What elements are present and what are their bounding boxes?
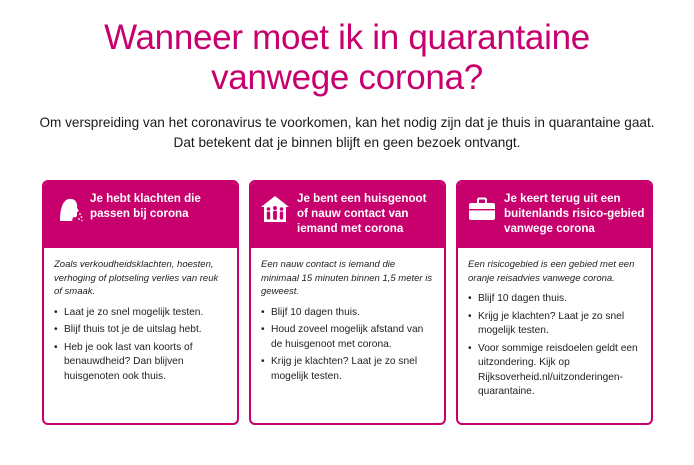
list-item-text: Krijg je klachten? Laat je zo snel mogel… <box>478 310 625 337</box>
list-item-text: Blijf 10 dagen thuis. <box>271 306 360 318</box>
intro-line-2: Dat betekent dat je binnen blijft en gee… <box>173 135 521 150</box>
card-title: Je hebt klachten die passen bij corona <box>90 192 201 220</box>
card-description: Zoals verkoudheidsklachten, hoesten, ver… <box>54 259 219 297</box>
list-item-text: Krijg je klachten? Laat je zo snel mogel… <box>271 356 418 382</box>
card-list: • Blijf 10 dagen thuis. • Houd zoveel moge… <box>261 306 434 385</box>
list-item-text: Houd zoveel mogelijk afstand van de huis… <box>271 324 424 350</box>
card-title: Je bent een huisgenoot of nauw contact v… <box>297 192 427 235</box>
list-item-text: Laat je zo snel mogelijk testen. <box>64 306 204 318</box>
list-item: • Blijf 10 dagen thuis. <box>261 306 434 321</box>
list-item-text: Blijf thuis tot je de uitslag hebt. <box>64 324 202 335</box>
card-body: Een nauw contact is iemand die minimaal … <box>251 248 444 384</box>
card-header: Je bent een huisgenoot of nauw contact v… <box>251 182 444 248</box>
list-item-text: Heb je ook last van koorts of benauwdhei… <box>64 341 193 382</box>
bullet: • <box>261 306 265 318</box>
card-close-contact: Je bent een huisgenoot of nauw contact v… <box>249 180 446 425</box>
card-list: • Blijf 10 dagen thuis. • Krijg je klachte… <box>468 292 641 400</box>
card-symptoms: Je hebt klachten die passen bij corona Z… <box>42 180 239 425</box>
bullet: • <box>468 293 472 304</box>
intro-line-1: Om verspreiding van het coronavirus te v… <box>39 115 655 130</box>
coughing-person-icon <box>60 198 83 222</box>
list-item: • Laat je zo snel mogelijk testen. <box>54 306 227 321</box>
bullet: • <box>261 324 265 335</box>
bullet: • <box>261 356 265 367</box>
bullet: • <box>468 310 472 322</box>
bullet: • <box>54 306 58 318</box>
card-description: Een risicogebied is een gebied met een o… <box>468 259 635 284</box>
bullet: • <box>54 324 58 335</box>
list-item: • Krijg je klachten? Laat je zo snel moge… <box>468 310 641 339</box>
page-title-line-2: vanwege corona? <box>211 58 483 97</box>
card-description: Een nauw contact is iemand die minimaal … <box>261 259 433 297</box>
household-icon <box>261 196 289 222</box>
card-list: • Laat je zo snel mogelijk testen. • Blijf… <box>54 306 227 385</box>
list-item-text: Blijf 10 dagen thuis. <box>478 293 567 304</box>
list-item: • Voor sommige reisdoelen geldt een uitzo… <box>468 342 641 400</box>
card-travel-return: Je keert terug uit een buitenlands risic… <box>456 180 653 425</box>
list-item: • Heb je ook last van koorts of benauwdhe… <box>54 341 227 385</box>
bullet: • <box>54 341 58 353</box>
bullet: • <box>468 342 472 354</box>
card-body: Een risicogebied is een gebied met een o… <box>458 248 651 400</box>
intro-text: Om verspreiding van het coronavirus te v… <box>0 113 694 153</box>
list-item: • Blijf thuis tot je de uitslag hebt. <box>54 323 227 338</box>
card-header: Je keert terug uit een buitenlands risic… <box>458 182 651 248</box>
list-item: • Blijf 10 dagen thuis. <box>468 292 641 307</box>
page-title-line-1: Wanneer moet ik in quarantaine <box>104 18 590 57</box>
card-title: Je keert terug uit een buitenlands risic… <box>504 192 645 235</box>
card-header: Je hebt klachten die passen bij corona <box>44 182 237 248</box>
list-item: • Krijg je klachten? Laat je zo snel moge… <box>261 355 434 384</box>
page-title: Wanneer moet ik in quarantaine vanwege c… <box>0 18 694 98</box>
card-body: Zoals verkoudheidsklachten, hoesten, ver… <box>44 248 237 384</box>
list-item-text: Voor sommige reisdoelen geldt een uitzon… <box>478 342 638 398</box>
list-item: • Houd zoveel mogelijk afstand van de hui… <box>261 323 434 352</box>
suitcase-icon <box>469 197 495 220</box>
